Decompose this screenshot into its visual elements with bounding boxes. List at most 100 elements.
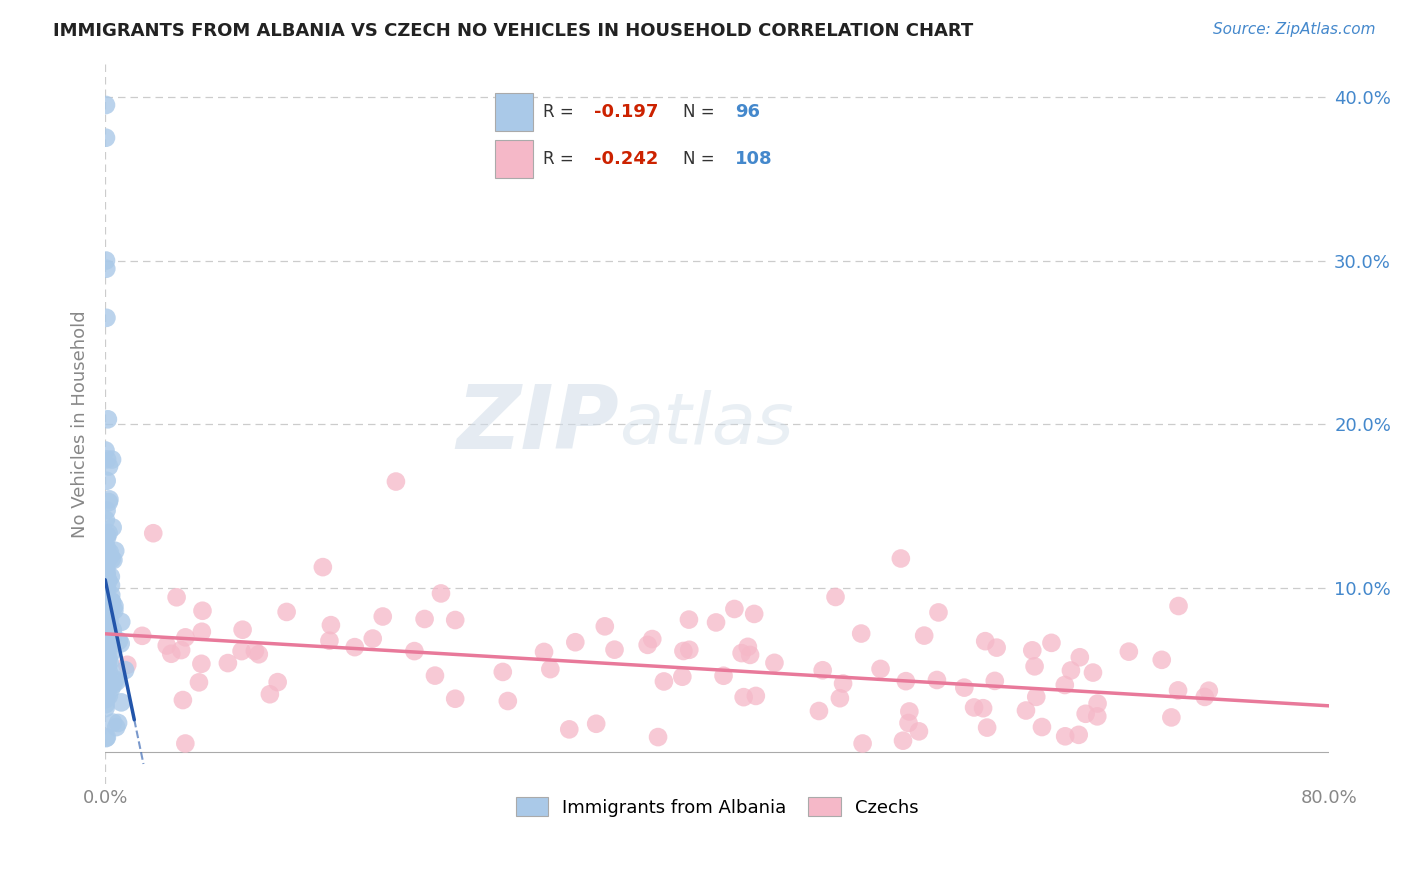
Point	[1067, 728, 1090, 742]
Point	[96, 528, 118, 542]
Point	[94, 253, 117, 268]
Point	[318, 633, 340, 648]
Point	[94, 567, 117, 582]
Point	[1031, 720, 1053, 734]
Point	[101, 623, 124, 637]
Point	[97, 495, 120, 509]
Point	[94, 557, 117, 571]
Point	[94, 548, 117, 562]
Point	[1194, 690, 1216, 704]
Point	[533, 645, 555, 659]
Point	[807, 704, 830, 718]
Point	[96, 562, 118, 576]
Point	[94, 513, 117, 527]
Point	[96, 572, 118, 586]
Point	[1160, 710, 1182, 724]
Point	[912, 629, 935, 643]
Point	[97, 689, 120, 703]
Point	[98, 655, 121, 669]
Point	[101, 594, 124, 608]
Point	[103, 553, 125, 567]
Point	[96, 452, 118, 467]
Point	[894, 674, 917, 689]
Point	[188, 675, 211, 690]
Point	[170, 643, 193, 657]
Point	[94, 598, 117, 612]
Point	[96, 659, 118, 673]
Point	[96, 613, 118, 627]
Point	[98, 492, 121, 507]
Point	[94, 599, 117, 613]
Point	[851, 626, 873, 640]
Point	[166, 591, 188, 605]
Point	[312, 560, 335, 574]
Point	[105, 720, 128, 734]
Point	[492, 665, 515, 679]
Point	[191, 604, 214, 618]
Point	[96, 310, 118, 325]
Point	[98, 545, 121, 559]
Point	[343, 640, 366, 654]
Point	[1150, 653, 1173, 667]
Point	[174, 631, 197, 645]
Point	[908, 724, 931, 739]
Point	[1054, 729, 1077, 743]
Point	[1167, 599, 1189, 613]
Point	[266, 675, 288, 690]
Point	[174, 737, 197, 751]
Point	[891, 733, 914, 747]
Point	[101, 632, 124, 646]
Point	[96, 582, 118, 596]
Point	[1118, 645, 1140, 659]
Point	[585, 716, 607, 731]
Text: ZIP: ZIP	[457, 381, 619, 467]
Point	[104, 544, 127, 558]
Legend: Immigrants from Albania, Czechs: Immigrants from Albania, Czechs	[506, 789, 928, 826]
Point	[98, 593, 121, 607]
Point	[1081, 665, 1104, 680]
Point	[986, 640, 1008, 655]
Point	[97, 526, 120, 541]
Point	[1069, 650, 1091, 665]
Point	[564, 635, 586, 649]
Point	[98, 626, 121, 640]
Point	[142, 526, 165, 541]
Point	[430, 586, 453, 600]
Point	[593, 619, 616, 633]
Point	[94, 443, 117, 458]
Point	[96, 640, 118, 655]
Point	[96, 731, 118, 745]
Point	[103, 603, 125, 617]
Point	[96, 581, 118, 595]
Point	[110, 615, 132, 629]
Point	[404, 644, 426, 658]
Point	[94, 641, 117, 656]
Point	[811, 663, 834, 677]
Point	[94, 660, 117, 674]
Point	[704, 615, 727, 630]
Point	[1025, 690, 1047, 704]
Point	[96, 261, 118, 276]
Point	[423, 668, 446, 682]
Text: IMMIGRANTS FROM ALBANIA VS CZECH NO VEHICLES IN HOUSEHOLD CORRELATION CHART: IMMIGRANTS FROM ALBANIA VS CZECH NO VEHI…	[53, 22, 974, 40]
Point	[96, 566, 118, 581]
Point	[247, 647, 270, 661]
Point	[832, 676, 855, 690]
Point	[97, 645, 120, 659]
Point	[96, 528, 118, 542]
Point	[1060, 664, 1083, 678]
Point	[678, 642, 700, 657]
Point	[276, 605, 298, 619]
Point	[852, 737, 875, 751]
Point	[925, 673, 948, 687]
Point	[97, 574, 120, 588]
Point	[96, 474, 118, 488]
Point	[869, 662, 891, 676]
Point	[117, 657, 139, 672]
Point	[231, 644, 253, 658]
Point	[738, 648, 761, 662]
Point	[94, 548, 117, 562]
Y-axis label: No Vehicles in Household: No Vehicles in Household	[72, 310, 89, 538]
Point	[94, 130, 117, 145]
Point	[100, 602, 122, 616]
